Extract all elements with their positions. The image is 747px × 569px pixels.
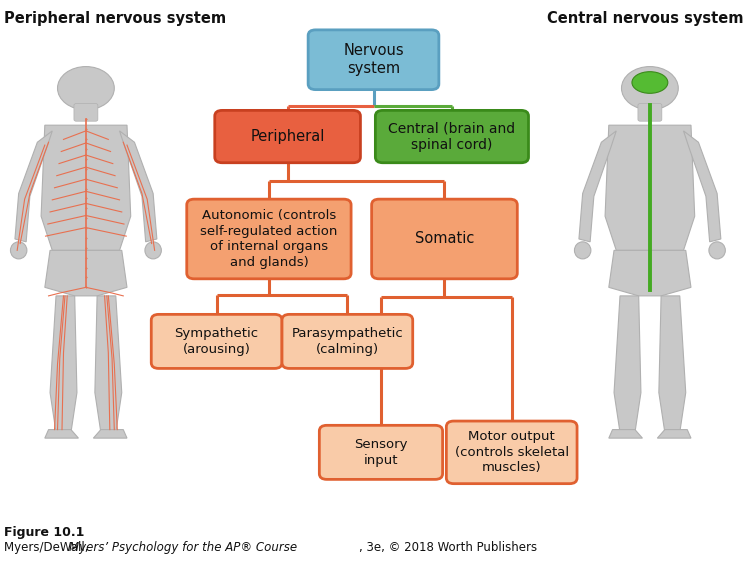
FancyBboxPatch shape bbox=[319, 426, 442, 479]
Text: Figure 10.1: Figure 10.1 bbox=[4, 526, 84, 539]
Circle shape bbox=[622, 67, 678, 110]
Polygon shape bbox=[609, 430, 642, 438]
FancyBboxPatch shape bbox=[447, 421, 577, 484]
Circle shape bbox=[58, 67, 114, 110]
FancyBboxPatch shape bbox=[187, 199, 351, 279]
Polygon shape bbox=[45, 250, 127, 296]
Text: Central nervous system: Central nervous system bbox=[547, 11, 743, 26]
Polygon shape bbox=[93, 430, 127, 438]
FancyBboxPatch shape bbox=[638, 104, 662, 121]
Text: Somatic: Somatic bbox=[415, 232, 474, 246]
Polygon shape bbox=[657, 430, 691, 438]
Text: Nervous
system: Nervous system bbox=[343, 43, 404, 76]
Polygon shape bbox=[50, 296, 77, 432]
Polygon shape bbox=[45, 430, 78, 438]
Polygon shape bbox=[579, 131, 616, 242]
Ellipse shape bbox=[10, 242, 27, 259]
Polygon shape bbox=[605, 125, 695, 250]
Text: Sympathetic
(arousing): Sympathetic (arousing) bbox=[175, 327, 258, 356]
Polygon shape bbox=[659, 296, 686, 432]
Text: Peripheral: Peripheral bbox=[250, 129, 325, 144]
FancyBboxPatch shape bbox=[282, 314, 412, 369]
Text: Myers’ Psychology for the AP® Course: Myers’ Psychology for the AP® Course bbox=[69, 541, 297, 554]
Polygon shape bbox=[15, 131, 52, 242]
Text: , 3e, © 2018 Worth Publishers: , 3e, © 2018 Worth Publishers bbox=[359, 541, 536, 554]
Ellipse shape bbox=[709, 242, 725, 259]
Text: Myers/DeWall,: Myers/DeWall, bbox=[4, 541, 92, 554]
FancyBboxPatch shape bbox=[74, 104, 98, 121]
Ellipse shape bbox=[145, 242, 161, 259]
Polygon shape bbox=[95, 296, 122, 432]
Ellipse shape bbox=[632, 72, 668, 93]
FancyBboxPatch shape bbox=[371, 199, 517, 279]
Text: Sensory
input: Sensory input bbox=[354, 438, 408, 467]
Ellipse shape bbox=[574, 242, 591, 259]
Text: Peripheral nervous system: Peripheral nervous system bbox=[4, 11, 226, 26]
Polygon shape bbox=[41, 125, 131, 250]
FancyBboxPatch shape bbox=[151, 314, 282, 369]
Polygon shape bbox=[120, 131, 157, 242]
FancyBboxPatch shape bbox=[308, 30, 438, 90]
Text: Parasympathetic
(calming): Parasympathetic (calming) bbox=[291, 327, 403, 356]
Polygon shape bbox=[609, 250, 691, 296]
FancyBboxPatch shape bbox=[375, 110, 528, 163]
Text: Autonomic (controls
self-regulated action
of internal organs
and glands): Autonomic (controls self-regulated actio… bbox=[200, 209, 338, 269]
FancyBboxPatch shape bbox=[215, 110, 360, 163]
Text: Motor output
(controls skeletal
muscles): Motor output (controls skeletal muscles) bbox=[455, 430, 568, 475]
Polygon shape bbox=[614, 296, 641, 432]
Text: Central (brain and
spinal cord): Central (brain and spinal cord) bbox=[388, 121, 515, 152]
Polygon shape bbox=[684, 131, 721, 242]
